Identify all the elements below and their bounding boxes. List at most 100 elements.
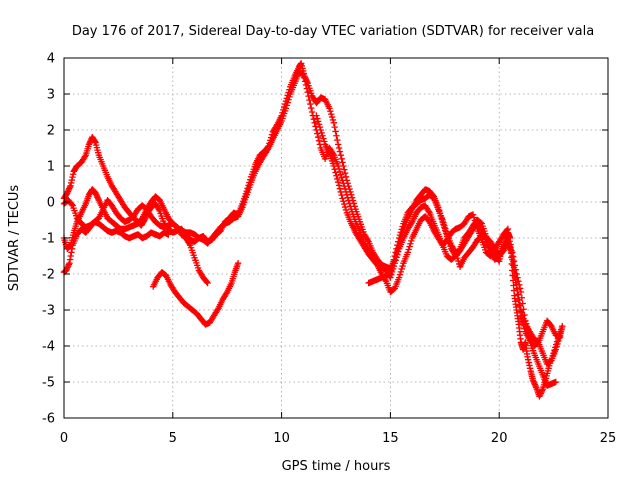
y-tick-label: -4 <box>42 340 55 355</box>
data-point <box>442 228 450 235</box>
data-point <box>394 242 401 249</box>
data-point <box>341 170 349 177</box>
data-point <box>308 108 316 116</box>
data-point <box>93 191 100 198</box>
data-point <box>303 85 311 92</box>
data-point <box>69 173 76 181</box>
data-point <box>536 393 543 400</box>
data-point <box>335 144 343 152</box>
data-point <box>531 379 538 387</box>
data-point <box>318 129 325 137</box>
data-point <box>396 231 404 239</box>
data-point <box>364 236 371 244</box>
data-point <box>304 89 311 96</box>
series-track-3 <box>60 112 559 389</box>
data-point <box>338 191 345 199</box>
data-point <box>473 222 480 230</box>
data-point <box>340 198 347 205</box>
data-point <box>339 195 346 202</box>
data-point <box>314 130 321 137</box>
data-point <box>86 139 93 147</box>
data-point <box>301 78 309 85</box>
data-point <box>399 223 406 230</box>
data-point <box>390 256 398 263</box>
data-point <box>341 182 348 190</box>
data-point <box>525 329 532 336</box>
data-point <box>512 266 519 273</box>
data-point <box>327 108 334 115</box>
data-point <box>398 265 405 273</box>
data-point <box>328 110 335 118</box>
data-point <box>264 146 271 153</box>
data-point <box>67 252 74 260</box>
data-point <box>314 134 322 141</box>
data-point <box>321 138 328 145</box>
data-point <box>313 112 320 119</box>
data-point <box>64 188 72 195</box>
data-point <box>335 182 343 189</box>
data-point <box>342 206 350 214</box>
data-point <box>340 180 347 187</box>
data-point <box>395 234 403 242</box>
data-point <box>223 290 230 297</box>
data-point <box>389 260 397 267</box>
data-point <box>66 185 73 192</box>
y-tick-label: 1 <box>47 160 55 175</box>
data-point <box>554 340 561 348</box>
data-point <box>514 274 521 281</box>
data-point <box>454 254 461 262</box>
data-point <box>531 381 539 388</box>
data-point <box>331 123 338 131</box>
data-point <box>286 93 293 101</box>
data-point <box>316 123 324 131</box>
data-point <box>341 203 349 211</box>
data-point <box>305 92 312 100</box>
y-tick-label: 2 <box>47 124 55 139</box>
data-point <box>307 104 315 112</box>
data-point <box>552 346 559 353</box>
data-point <box>329 116 337 124</box>
data-point <box>404 249 412 256</box>
data-point <box>334 179 342 186</box>
data-point <box>553 343 560 350</box>
data-point <box>526 365 534 372</box>
data-point <box>559 323 566 330</box>
data-point <box>341 166 348 173</box>
data-point <box>509 253 517 260</box>
data-point <box>85 141 93 148</box>
data-point <box>315 121 323 128</box>
y-tick-label: -3 <box>42 304 55 319</box>
data-point <box>524 353 531 360</box>
data-point <box>503 226 511 234</box>
data-point <box>395 274 403 281</box>
data-point <box>68 201 76 208</box>
data-point <box>388 267 395 274</box>
data-point <box>204 279 211 287</box>
data-point <box>65 261 72 268</box>
data-point <box>538 387 546 394</box>
data-point <box>337 188 344 196</box>
data-point <box>319 132 326 139</box>
data-point <box>345 197 352 204</box>
data-point <box>284 99 291 106</box>
data-point <box>509 249 516 256</box>
data-point <box>330 162 338 170</box>
data-point <box>282 105 290 112</box>
data-point <box>301 74 308 81</box>
data-point <box>518 294 526 301</box>
data-point <box>334 175 341 183</box>
data-point <box>452 249 459 256</box>
data-point <box>332 169 339 176</box>
data-point <box>320 135 327 142</box>
data-point <box>406 243 413 250</box>
data-point <box>472 220 479 227</box>
x-axis-label: GPS time / hours <box>282 459 391 474</box>
data-point <box>214 306 221 313</box>
y-tick-label: 0 <box>47 196 55 211</box>
data-point <box>442 225 449 232</box>
data-point <box>333 132 340 139</box>
data-point <box>524 326 532 333</box>
data-point <box>65 186 72 194</box>
data-point <box>314 115 321 122</box>
data-point <box>92 189 99 197</box>
